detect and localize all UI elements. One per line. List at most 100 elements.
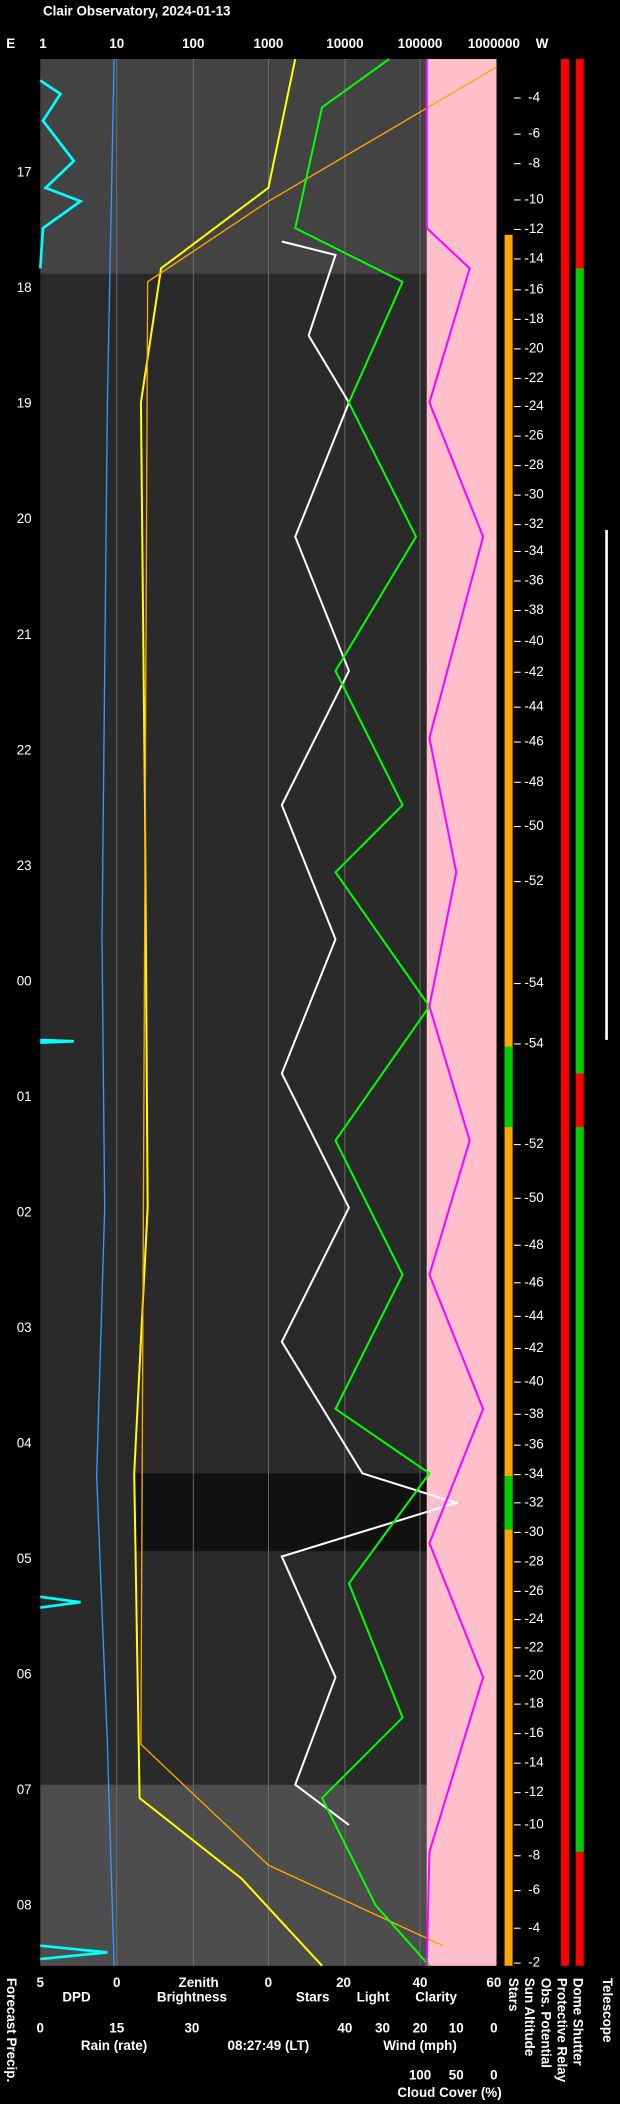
bottom-label: 100: [409, 2067, 431, 2082]
altitude-label: -54: [524, 975, 544, 990]
altitude-label: -50: [524, 818, 543, 833]
relay-status: [575, 268, 584, 1074]
bottom-label: 15: [109, 2020, 124, 2035]
altitude-label: -2: [528, 1955, 540, 1970]
altitude-label: -34: [524, 543, 544, 558]
altitude-label: -10: [524, 191, 543, 206]
altitude-label: -32: [524, 1494, 543, 1509]
stars-status: [504, 1046, 513, 1128]
time-label: 18: [17, 280, 32, 295]
precip-trace: [38, 79, 108, 1961]
altitude-label: -4: [528, 1920, 540, 1935]
time-label: 21: [17, 627, 32, 642]
altitude-label: -38: [524, 602, 543, 617]
bottom-label: 0: [490, 2020, 497, 2035]
altitude-label: -12: [524, 221, 543, 236]
altitude-label: -20: [524, 340, 543, 355]
altitude-label: -12: [524, 1784, 543, 1799]
bottom-label: Zenith: [179, 1975, 219, 1990]
bottom-label: 5: [37, 1975, 45, 1990]
altitude-label: -52: [524, 1136, 543, 1151]
altitude-label: -16: [524, 281, 543, 296]
altitude-label: -14: [524, 251, 544, 266]
altitude-label: -18: [524, 311, 543, 326]
top-axis-label: 1000: [253, 36, 283, 51]
bottom-label: 30: [375, 2020, 390, 2035]
altitude-label: -6: [528, 126, 540, 141]
altitude-label: -28: [524, 1553, 543, 1568]
column-label: Sun Altitude: [522, 1978, 537, 2056]
altitude-label: -8: [528, 1847, 540, 1862]
cloud-trace: [425, 59, 485, 1966]
top-axis-label: 10000: [326, 36, 363, 51]
altitude-label: -24: [524, 398, 544, 413]
bottom-label: 30: [184, 2020, 199, 2035]
altitude-label: -26: [524, 428, 543, 443]
altitude-label: -42: [524, 1340, 543, 1355]
column-label: Obs. Potential: [538, 1978, 553, 2068]
bottom-label: 60: [486, 1975, 501, 1990]
bottom-label: Wind (mph): [383, 2038, 457, 2053]
bottom-label: 20: [413, 2020, 428, 2035]
altitude-label: -50: [524, 1190, 543, 1205]
time-label: 03: [17, 1320, 32, 1335]
bottom-label: 40: [337, 2020, 352, 2035]
altitude-label: -44: [524, 1308, 544, 1323]
column-label: Forecast Precip.: [4, 1978, 19, 2082]
altitude-label: -54: [524, 1035, 544, 1050]
top-axis-label: 100000: [398, 36, 443, 51]
bottom-label: 08:27:49 (LT): [228, 2038, 310, 2053]
time-label: 06: [17, 1667, 32, 1682]
time-label: 02: [17, 1204, 32, 1219]
altitude-label: -6: [528, 1882, 540, 1897]
top-axis-label: 1: [39, 36, 47, 51]
altitude-label: -16: [524, 1725, 543, 1740]
time-label: 01: [17, 1089, 32, 1104]
bottom-label: 50: [449, 2067, 464, 2082]
column-label: Stars: [506, 1978, 521, 2012]
column-label: Protective Relay: [554, 1978, 569, 2083]
grid: [116, 59, 421, 1966]
time-label: 00: [17, 973, 32, 988]
altitude-label: -8: [528, 155, 540, 170]
altitude-label: -36: [524, 573, 543, 588]
altitude-label: -34: [524, 1466, 544, 1481]
altitude-label: -30: [524, 1524, 543, 1539]
altitude-label: -36: [524, 1437, 543, 1452]
top-axis-label: E: [6, 36, 15, 51]
altitude-label: -44: [524, 699, 544, 714]
altitude-label: -14: [524, 1755, 544, 1770]
status-columns: [504, 59, 608, 1966]
altitude-label: -48: [524, 774, 543, 789]
bottom-label: Clarity: [415, 1990, 457, 2005]
dpd-trace: [95, 59, 115, 1966]
bottom-label: Brightness: [157, 1990, 227, 2005]
time-label: 22: [17, 742, 32, 757]
relay-status: [575, 1127, 584, 1852]
bottom-label: Rain (rate): [81, 2038, 147, 2053]
bottom-label: 20: [336, 1975, 351, 1990]
dark-band: [134, 1473, 430, 1552]
stars-trace: [280, 240, 460, 1826]
stars-status: [504, 1476, 513, 1530]
altitude-label: -38: [524, 1406, 543, 1421]
bottom-label: 0: [490, 2067, 497, 2082]
bottom-label: 0: [113, 1975, 120, 1990]
altitude-label: -30: [524, 487, 543, 502]
altitude-label: -20: [524, 1668, 543, 1683]
altitude-label: -22: [524, 370, 543, 385]
zenith-trace: [133, 58, 323, 1967]
altitude-label: -32: [524, 516, 543, 531]
altitude-label: -26: [524, 1583, 543, 1598]
column-label: Dome Shutter: [570, 1978, 585, 2067]
bottom-label: 40: [413, 1975, 428, 1990]
bottom-label: 0: [265, 1975, 272, 1990]
bottom-label: Cloud Cover (%): [397, 2085, 501, 2100]
time-label: 20: [17, 511, 32, 526]
bottom-label: 10: [449, 2020, 464, 2035]
bottom-label: Stars: [296, 1990, 330, 2005]
bottom-label: DPD: [62, 1990, 91, 2005]
altitude-label: -18: [524, 1696, 543, 1711]
altitude-label: -46: [524, 734, 543, 749]
